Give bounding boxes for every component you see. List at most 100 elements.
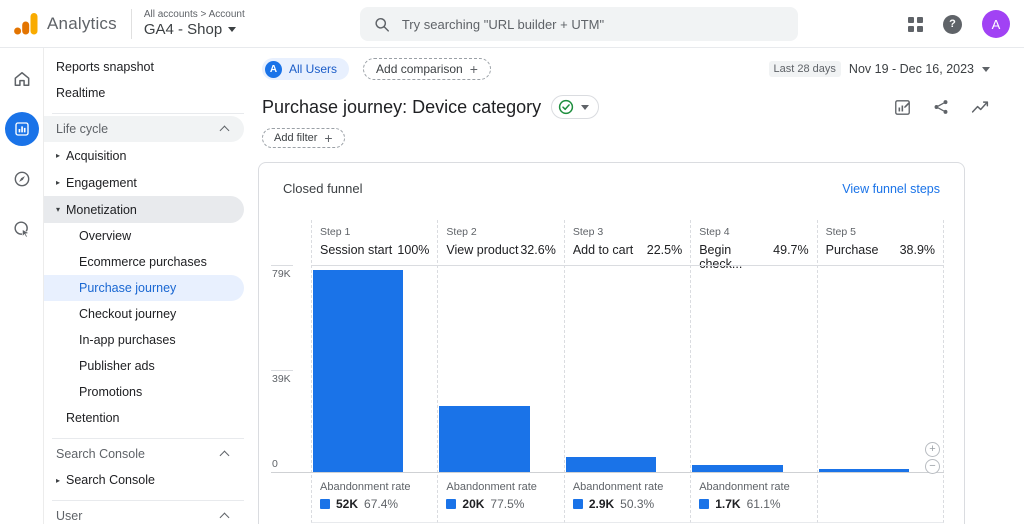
funnel-card: Closed funnel View funnel steps 79K 39K … <box>258 162 965 524</box>
zoom-in-button[interactable]: + <box>925 442 940 457</box>
sidebar-item-overview[interactable]: Overview <box>79 229 132 243</box>
sidebar-divider <box>52 500 244 501</box>
sidebar-item-promotions[interactable]: Promotions <box>79 385 143 399</box>
account-breadcrumb: All accounts > Account <box>143 9 245 21</box>
all-users-chip[interactable]: A All Users <box>262 58 350 80</box>
sidebar-divider <box>52 438 244 439</box>
step-name: Purchase <box>825 243 879 257</box>
chevron-down-icon <box>228 26 237 32</box>
chevron-down-icon <box>982 66 990 72</box>
chevron-up-icon <box>219 125 230 136</box>
sidebar-section-search-console[interactable]: Search Console <box>44 441 244 467</box>
analytics-logo[interactable]: Analytics <box>0 12 117 35</box>
sidebar-section-user[interactable]: User <box>44 503 244 524</box>
sidebar-section-life-cycle[interactable]: Life cycle <box>44 116 244 142</box>
y-tick <box>271 265 293 266</box>
zoom-out-button[interactable]: − <box>925 459 940 474</box>
funnel-step-column: Step 1 Session start 100% Abandonment ra… <box>311 220 438 523</box>
legend-swatch <box>320 499 330 509</box>
y-tick <box>271 472 293 473</box>
step-rate: 49.7% <box>773 243 809 257</box>
legend-swatch <box>699 499 710 509</box>
collapse-arrow-icon: ▾ <box>55 205 60 214</box>
sidebar-item-purchase-journey[interactable]: Purchase journey <box>44 275 244 301</box>
audience-badge: A <box>265 60 282 78</box>
account-switcher[interactable]: All accounts > Account GA4 - Shop <box>144 9 245 38</box>
chevron-down-icon <box>581 104 590 110</box>
sidebar-item-acquisition[interactable]: ▸ Acquisition <box>44 142 258 169</box>
y-tick <box>271 369 293 371</box>
plus-icon: + <box>324 130 333 146</box>
funnel-step-column: Step 4 Begin check... 49.7% Abandonment … <box>690 220 817 523</box>
property-name: GA4 - Shop <box>143 20 223 38</box>
insights-icon[interactable] <box>970 98 990 116</box>
chart-zoom-controls: + − <box>925 442 940 474</box>
chevron-up-icon <box>219 450 230 461</box>
expand-arrow-icon: ▸ <box>55 178 60 187</box>
plus-icon: + <box>469 61 478 77</box>
funnel-bar[interactable] <box>313 269 404 472</box>
home-icon[interactable] <box>5 62 39 96</box>
funnel-bar[interactable] <box>439 406 530 472</box>
step-rate: 32.6% <box>520 243 556 257</box>
report-title-row: Purchase journey: Device category <box>262 92 990 122</box>
funnel-bar[interactable] <box>818 469 909 472</box>
report-status-dropdown[interactable] <box>551 95 600 119</box>
main-content: A All Users Add comparison + Last 28 day… <box>258 48 1024 524</box>
sidebar-item-monetization[interactable]: ▾ Monetization <box>44 196 244 223</box>
filter-toolbar: Add filter + <box>262 128 1024 148</box>
y-tick-label: 79K <box>272 268 291 280</box>
sidebar-item-retention[interactable]: Retention <box>66 411 120 425</box>
funnel-step-column: Step 2 View product 32.6% Abandonment ra… <box>437 220 564 523</box>
share-icon[interactable] <box>932 98 950 116</box>
date-range-value: Nov 19 - Dec 16, 2023 <box>848 62 974 76</box>
funnel-step-column: Step 5 Purchase 38.9% <box>816 220 945 523</box>
y-axis: 79K 39K 0 <box>271 220 311 523</box>
help-icon[interactable]: ? <box>943 14 962 34</box>
legend-swatch <box>446 499 457 509</box>
funnel-bar[interactable] <box>565 457 657 472</box>
explore-icon[interactable] <box>5 162 39 196</box>
chart-title: Closed funnel <box>283 181 363 196</box>
step-name: Add to cart <box>572 243 634 257</box>
sidebar-item-checkout-journey[interactable]: Checkout journey <box>79 307 177 321</box>
sidebar-item-ecommerce-purchases[interactable]: Ecommerce purchases <box>79 255 207 269</box>
check-circle-icon <box>558 99 574 115</box>
funnel-chart: 79K 39K 0 Step 1 Session start 100% <box>271 220 945 523</box>
expand-arrow-icon: ▸ <box>55 151 60 160</box>
sidebar-item-search-console[interactable]: ▸ Search Console <box>44 467 258 493</box>
sidebar-item-realtime[interactable]: Realtime <box>56 86 106 100</box>
date-range-picker[interactable]: Last 28 days Nov 19 - Dec 16, 2023 <box>768 61 990 77</box>
funnel-bar[interactable] <box>692 464 783 472</box>
avatar[interactable]: A <box>982 10 1010 38</box>
step-rate: 22.5% <box>646 243 683 257</box>
view-funnel-steps-link[interactable]: View funnel steps <box>842 181 940 196</box>
y-tick-label: 0 <box>272 458 278 470</box>
chevron-up-icon <box>219 512 230 523</box>
funnel-step-column: Step 3 Add to cart 22.5% Abandonment rat… <box>563 220 691 523</box>
add-comparison-button[interactable]: Add comparison + <box>363 58 491 80</box>
sidebar-item-engagement[interactable]: ▸ Engagement <box>44 169 258 196</box>
sidebar: Reports snapshot Realtime Life cycle ▸ A… <box>44 48 258 524</box>
search-icon <box>375 17 389 32</box>
customize-report-icon[interactable] <box>893 98 912 117</box>
page-title: Purchase journey: Device category <box>262 96 542 117</box>
sidebar-item-in-app-purchases[interactable]: In-app purchases <box>79 333 176 347</box>
analytics-logo-icon <box>14 12 38 34</box>
reports-icon[interactable] <box>4 112 39 146</box>
date-preset-badge: Last 28 days <box>768 61 841 77</box>
step-rate: 100% <box>397 243 430 257</box>
header-divider <box>130 8 132 39</box>
search-input[interactable] <box>401 16 784 32</box>
sidebar-item-reports-snapshot[interactable]: Reports snapshot <box>56 60 154 74</box>
left-rail <box>0 48 44 524</box>
apps-grid-icon[interactable] <box>908 16 923 32</box>
comparison-toolbar: A All Users Add comparison + Last 28 day… <box>262 58 990 80</box>
advertising-icon[interactable] <box>5 212 39 246</box>
sidebar-item-publisher-ads[interactable]: Publisher ads <box>79 359 155 373</box>
step-name: View product <box>446 243 519 257</box>
add-filter-button[interactable]: Add filter + <box>262 128 345 148</box>
search-bar[interactable] <box>360 7 798 41</box>
expand-arrow-icon: ▸ <box>55 475 60 485</box>
